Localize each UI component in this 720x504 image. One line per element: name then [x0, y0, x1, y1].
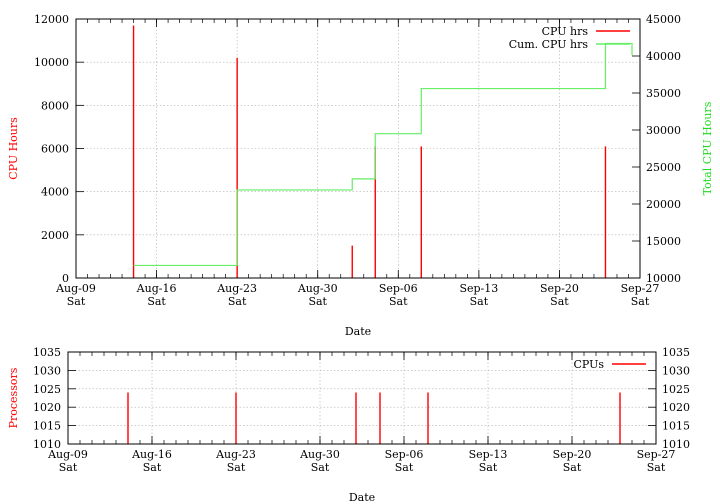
x-tick-label: Aug-23	[215, 448, 256, 461]
x-axis-title: Date	[345, 325, 371, 338]
x-tick-label-weekday: Sat	[147, 295, 166, 308]
y-ticks-1	[68, 351, 656, 445]
x-tick-label-weekday: Sat	[550, 295, 569, 308]
x-tick-label-weekday: Sat	[59, 461, 78, 474]
y2-tick-label: 15000	[646, 235, 681, 248]
y-tick-label: 10000	[34, 56, 69, 69]
x-tick-label-weekday: Sat	[647, 461, 666, 474]
legend-0	[596, 30, 630, 45]
y-tick-label: 1015	[33, 420, 61, 433]
series-0-1	[133, 42, 633, 267]
y-axis-title: Processors	[7, 367, 20, 428]
x-tick-label: Sep-27	[621, 282, 660, 295]
y2-tick-label: 45000	[646, 13, 681, 26]
x-tick-label-weekday: Sat	[143, 461, 162, 474]
y-tick-label: 4000	[41, 186, 69, 199]
y-tick-label: 1010	[33, 438, 61, 451]
x-tick-label-weekday: Sat	[479, 461, 498, 474]
x-tick-label-weekday: Sat	[311, 461, 330, 474]
y-tick-label: 8000	[41, 99, 69, 112]
x-tick-label: Aug-16	[131, 448, 172, 461]
major-ticks-0	[75, 19, 641, 278]
x-tick-label: Sep-20	[540, 282, 579, 295]
y2-axis-title: Total CPU Hours	[701, 101, 714, 195]
x-tick-label: Aug-23	[216, 282, 257, 295]
x-tick-label: Sep-27	[637, 448, 676, 461]
y-axis-title: CPU Hours	[7, 117, 20, 180]
x-tick-label: Sep-20	[553, 448, 592, 461]
y2-tick-label: 40000	[646, 50, 681, 63]
legend-label: Cum. CPU hrs	[509, 38, 589, 51]
x-tick-label: Sep-13	[469, 448, 508, 461]
x-tick-label-weekday: Sat	[389, 295, 408, 308]
x-tick-label-weekday: Sat	[631, 295, 650, 308]
y2-tick-label: 1030	[662, 364, 690, 377]
y2-tick-label: 10000	[646, 272, 681, 285]
major-ticks-1	[67, 352, 657, 444]
x-tick-label: Sep-06	[385, 448, 424, 461]
x-tick-label: Sep-13	[459, 282, 498, 295]
x-tick-label: Aug-30	[297, 282, 338, 295]
series-0-0	[132, 25, 607, 278]
plot-frame-1	[67, 351, 657, 445]
y2-tick-label: 1015	[662, 420, 690, 433]
x-tick-label-weekday: Sat	[563, 461, 582, 474]
minor-ticks-0	[75, 19, 641, 278]
legend-label: CPUs	[573, 358, 604, 371]
y2-tick-label: 25000	[646, 161, 681, 174]
x-tick-label-weekday: Sat	[470, 295, 489, 308]
x-axis-title: Date	[349, 491, 375, 504]
x-tick-label-weekday: Sat	[228, 295, 247, 308]
cumulative-step-line	[133, 42, 633, 267]
y2-tick-label: 1025	[662, 383, 690, 396]
series-1-0	[127, 392, 621, 444]
x-tick-label: Aug-09	[55, 282, 96, 295]
x-tick-label: Aug-09	[47, 448, 88, 461]
plot-frame-0	[75, 18, 641, 279]
y2-tick-label: 1035	[662, 346, 690, 359]
y-tick-label: 1025	[33, 383, 61, 396]
y-tick-label: 12000	[34, 13, 69, 26]
y-tick-label: 1020	[33, 401, 61, 414]
y2-tick-label: 20000	[646, 198, 681, 211]
y-tick-label: 0	[62, 272, 69, 285]
y2-tick-label: 30000	[646, 124, 681, 137]
x-tick-label: Aug-30	[299, 448, 340, 461]
y-tick-label: 1030	[33, 364, 61, 377]
x-tick-label-weekday: Sat	[395, 461, 414, 474]
minor-ticks-1	[67, 352, 657, 444]
grid-0	[76, 19, 640, 278]
legend-label: CPU hrs	[542, 25, 589, 38]
y-tick-label: 1035	[33, 346, 61, 359]
grid-1	[68, 352, 656, 444]
x-tick-label-weekday: Sat	[227, 461, 246, 474]
y2-tick-label: 35000	[646, 87, 681, 100]
x-tick-label-weekday: Sat	[67, 295, 86, 308]
x-tick-label: Sep-06	[379, 282, 418, 295]
x-tick-label: Aug-16	[136, 282, 177, 295]
x-tick-label-weekday: Sat	[308, 295, 327, 308]
y2-tick-label: 1020	[662, 401, 690, 414]
y-tick-label: 6000	[41, 143, 69, 156]
y2-tick-label: 1010	[662, 438, 690, 451]
y-tick-label: 2000	[41, 229, 69, 242]
